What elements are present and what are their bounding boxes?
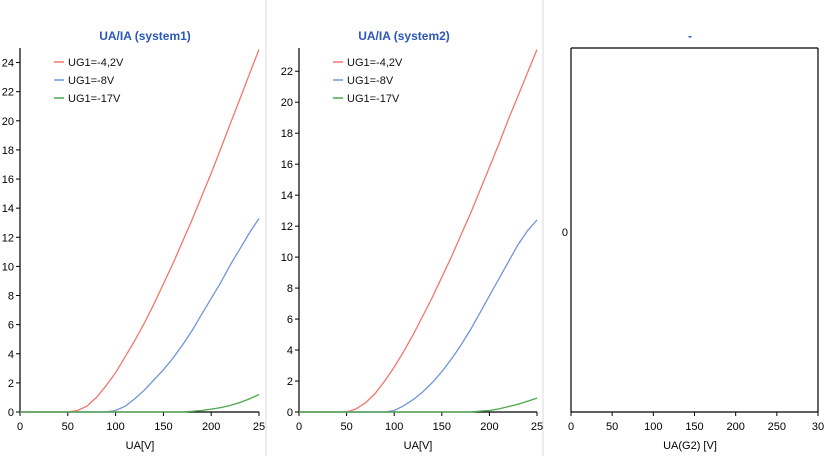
x-tick-label: 0 xyxy=(568,421,574,433)
y-tick-label: 6 xyxy=(8,320,14,332)
x-tick-label: 200 xyxy=(202,421,220,433)
y-tick-label: 0 xyxy=(8,407,14,419)
x-tick-label: 150 xyxy=(154,421,172,433)
x-tick-label: 150 xyxy=(685,421,703,433)
y-tick-label: 14 xyxy=(2,203,14,215)
chart-title: UA/IA (system1) xyxy=(99,29,191,43)
x-tick-label: 25 xyxy=(253,421,265,433)
chart-panel-system1: UA/IA (system1) 0 50 100 150 200 250246810121… xyxy=(2,29,265,452)
x-axis-label: UA[V] xyxy=(126,440,155,452)
series-line-1 xyxy=(20,49,260,413)
x-tick-label: 100 xyxy=(644,421,662,433)
chart-title: - xyxy=(688,29,692,43)
y-tick-label: 4 xyxy=(8,349,14,361)
y-tick-label: 14 xyxy=(281,190,293,202)
x-tick-label: 50 xyxy=(340,421,352,433)
x-tick-label: 200 xyxy=(480,421,498,433)
legend-label: UG1=-8V xyxy=(347,75,394,87)
y-tick-label: 12 xyxy=(281,221,293,233)
y-tick-label: 8 xyxy=(287,283,293,295)
x-tick-label: 25 xyxy=(531,421,543,433)
series-line-2 xyxy=(299,219,538,413)
y-tick-label: 10 xyxy=(2,261,14,273)
y-tick-label: 0 xyxy=(287,407,293,419)
x-tick-label: 50 xyxy=(62,421,74,433)
legend-label: UG1=-4,2V xyxy=(68,57,124,69)
y-tick-label: 0 xyxy=(562,227,568,239)
x-tick-label: 30 xyxy=(812,421,824,433)
series-line-1 xyxy=(299,49,538,413)
chart-panel-g2: - 0 50 100 150 200 250 300 UA(G2) [V] xyxy=(562,29,824,452)
x-tick-label: 50 xyxy=(606,421,618,433)
y-tick-label: 24 xyxy=(2,58,14,70)
y-tick-label: 18 xyxy=(2,145,14,157)
x-axis-label: UA(G2) [V] xyxy=(663,440,717,452)
series-line-3 xyxy=(299,397,538,413)
y-tick-label: 18 xyxy=(281,128,293,140)
legend-label: UG1=-4,2V xyxy=(347,57,403,69)
legend-label: UG1=-17V xyxy=(68,93,121,105)
y-tick-label: 16 xyxy=(281,159,293,171)
x-tick-label: 150 xyxy=(433,421,451,433)
y-tick-label: 22 xyxy=(2,87,14,99)
series-line-2 xyxy=(20,218,260,413)
x-tick-label: 100 xyxy=(385,421,403,433)
x-tick-label: 0 xyxy=(17,421,23,433)
series-line-3 xyxy=(20,393,260,413)
y-tick-label: 16 xyxy=(2,174,14,186)
y-tick-label: 4 xyxy=(287,345,293,357)
y-tick-label: 20 xyxy=(2,116,14,128)
x-tick-label: 250 xyxy=(768,421,786,433)
legend-label: UG1=-17V xyxy=(347,93,400,105)
y-tick-label: 22 xyxy=(281,66,293,78)
y-tick-label: 12 xyxy=(2,232,14,244)
chart-title: UA/IA (system2) xyxy=(358,29,450,43)
x-tick-label: 0 xyxy=(296,421,302,433)
x-axis-label: UA[V] xyxy=(404,440,433,452)
y-tick-label: 8 xyxy=(8,291,14,303)
chart-panel-system2: UA/IA (system2) 0 50 100 150 200 250246810121… xyxy=(281,29,543,452)
x-tick-label: 100 xyxy=(106,421,124,433)
x-tick-label: 200 xyxy=(726,421,744,433)
y-tick-label: 6 xyxy=(287,314,293,326)
legend-label: UG1=-8V xyxy=(68,75,115,87)
y-tick-label: 10 xyxy=(281,252,293,264)
y-tick-label: 2 xyxy=(287,376,293,388)
y-tick-label: 2 xyxy=(8,378,14,390)
y-tick-label: 20 xyxy=(281,97,293,109)
